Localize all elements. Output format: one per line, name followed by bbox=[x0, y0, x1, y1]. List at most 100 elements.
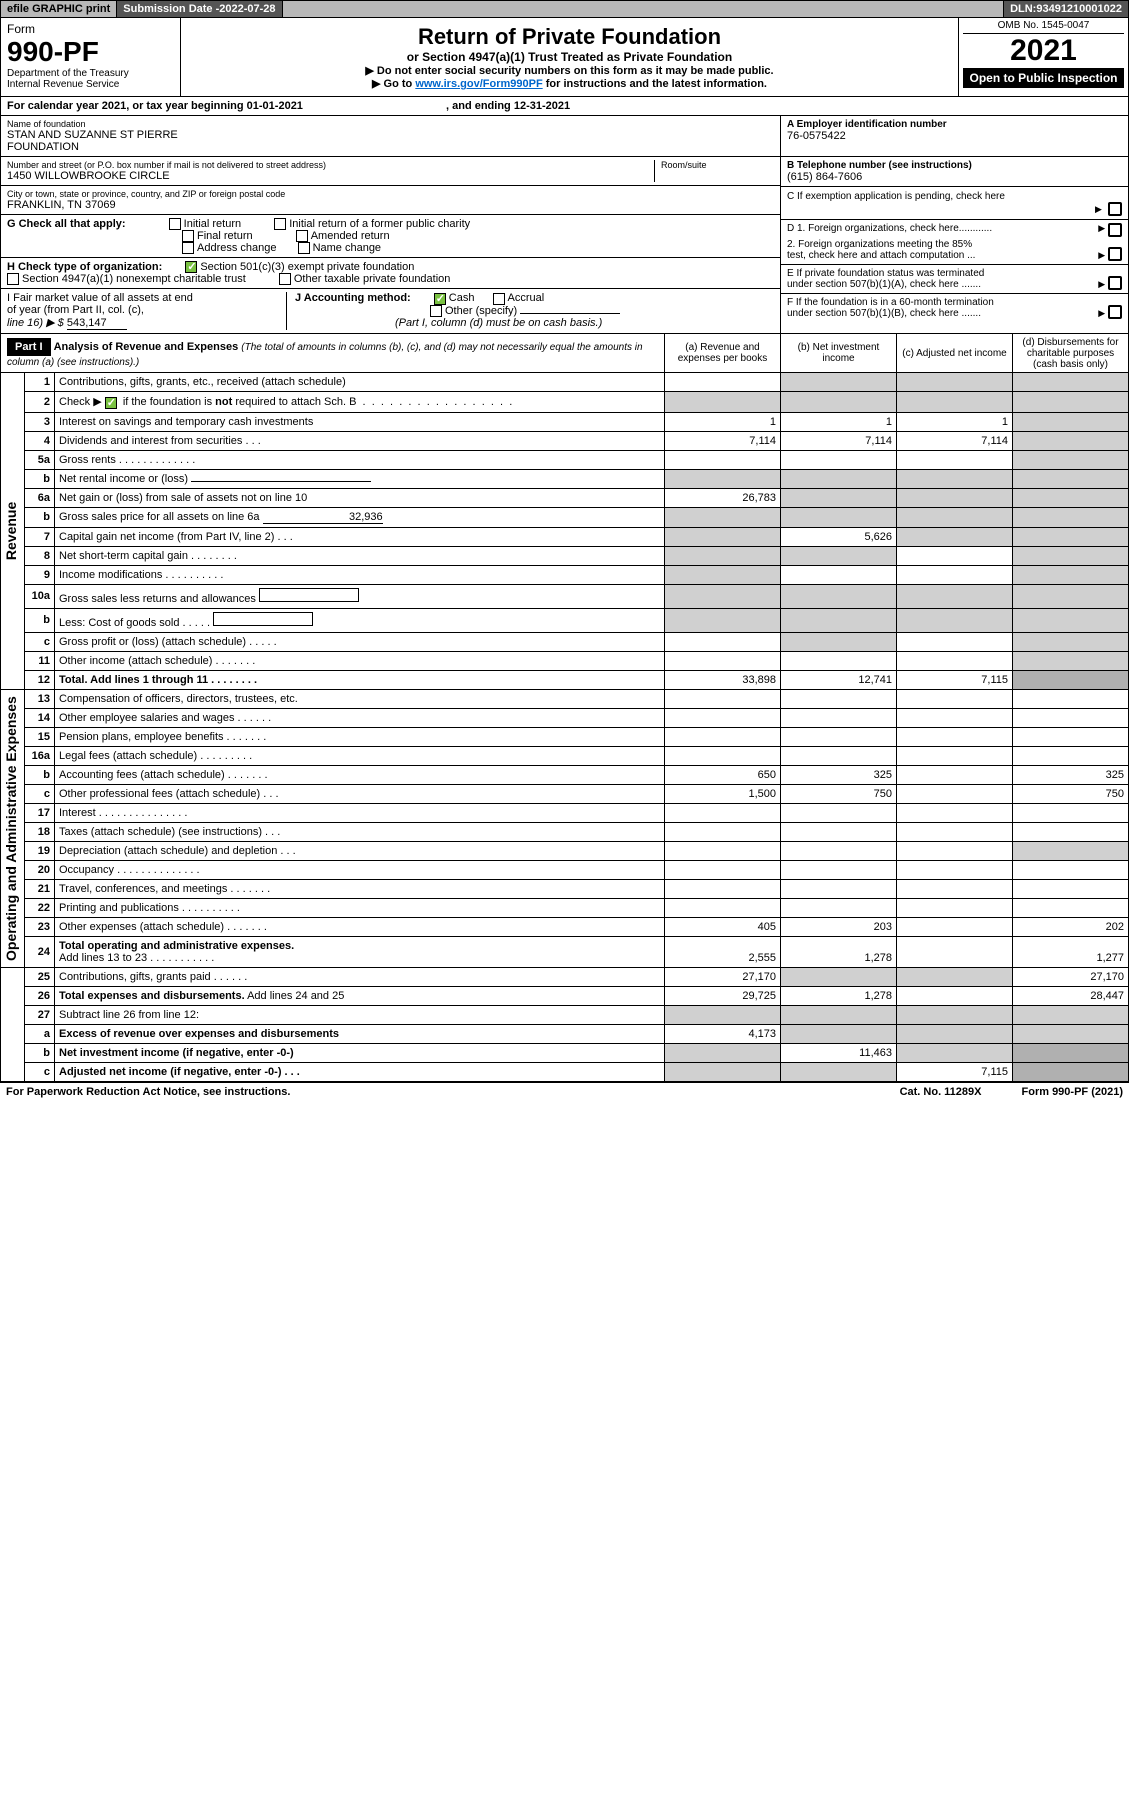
ln: 23 bbox=[25, 917, 55, 936]
table-row: 22Printing and publications . . . . . . … bbox=[1, 898, 1129, 917]
c-d bbox=[1013, 469, 1129, 488]
c-c bbox=[897, 898, 1013, 917]
c-d bbox=[1013, 565, 1129, 584]
form-subtitle: or Section 4947(a)(1) Trust Treated as P… bbox=[191, 50, 948, 64]
ln: 7 bbox=[25, 527, 55, 546]
yl-end: 12-31-2021 bbox=[514, 100, 570, 112]
side-revenue: Revenue bbox=[1, 373, 25, 689]
part1-header: Part I Analysis of Revenue and Expenses … bbox=[0, 334, 1129, 373]
ln: 3 bbox=[25, 412, 55, 431]
desc: Less: Cost of goods sold . . . . . bbox=[55, 608, 665, 632]
c-a bbox=[665, 527, 781, 546]
d1-checkbox[interactable] bbox=[1108, 223, 1122, 237]
c-d bbox=[1013, 1024, 1129, 1043]
ln: 25 bbox=[25, 967, 55, 986]
d2-arrow-icon bbox=[1098, 250, 1105, 261]
c-d bbox=[1013, 431, 1129, 450]
c-a bbox=[665, 546, 781, 565]
c-a bbox=[665, 469, 781, 488]
table-row: cAdjusted net income (if negative, enter… bbox=[1, 1062, 1129, 1081]
c-checkbox[interactable] bbox=[1108, 202, 1122, 216]
g-chk-final[interactable] bbox=[182, 230, 194, 242]
c-a bbox=[665, 584, 781, 608]
c-c bbox=[897, 986, 1013, 1005]
ein-block: A Employer identification number 76-0575… bbox=[781, 116, 1128, 156]
e-checkbox[interactable] bbox=[1108, 276, 1122, 290]
desc: Net gain or (loss) from sale of assets n… bbox=[55, 488, 665, 507]
table-row: 23Other expenses (attach schedule) . . .… bbox=[1, 917, 1129, 936]
ln: 15 bbox=[25, 727, 55, 746]
g-chk-amended[interactable] bbox=[296, 230, 308, 242]
r10a-box bbox=[259, 588, 359, 602]
table-row: bNet rental income or (loss) bbox=[1, 469, 1129, 488]
desc: Capital gain net income (from Part IV, l… bbox=[55, 527, 665, 546]
desc: Occupancy . . . . . . . . . . . . . . bbox=[55, 860, 665, 879]
h-chk-4947[interactable] bbox=[7, 273, 19, 285]
ln: b bbox=[25, 507, 55, 527]
c-a bbox=[665, 860, 781, 879]
c-b bbox=[781, 651, 897, 670]
c-c: 7,115 bbox=[897, 670, 1013, 689]
j-chk-cash[interactable] bbox=[434, 293, 446, 305]
c-a bbox=[665, 632, 781, 651]
table-row: cOther professional fees (attach schedul… bbox=[1, 784, 1129, 803]
c-b bbox=[781, 608, 897, 632]
footer: For Paperwork Reduction Act Notice, see … bbox=[0, 1082, 1129, 1101]
g-chk-name[interactable] bbox=[298, 242, 310, 254]
g-chk-address[interactable] bbox=[182, 242, 194, 254]
instr-link[interactable]: www.irs.gov/Form990PF bbox=[415, 78, 542, 90]
ln: 2 bbox=[25, 392, 55, 412]
col-c-head: (c) Adjusted net income bbox=[896, 334, 1012, 372]
c-d bbox=[1013, 860, 1129, 879]
name-label: Name of foundation bbox=[7, 119, 774, 129]
j-chk-accrual[interactable] bbox=[493, 293, 505, 305]
ln: 5a bbox=[25, 450, 55, 469]
table-row: 15Pension plans, employee benefits . . .… bbox=[1, 727, 1129, 746]
ln: 26 bbox=[25, 986, 55, 1005]
c-b: 750 bbox=[781, 784, 897, 803]
e1-text: E If private foundation status was termi… bbox=[787, 268, 984, 279]
f-block: F If the foundation is in a 60-month ter… bbox=[781, 294, 1128, 322]
desc: Net rental income or (loss) bbox=[55, 469, 665, 488]
side-expenses: Operating and Administrative Expenses bbox=[1, 689, 25, 967]
c-c bbox=[897, 392, 1013, 412]
calendar-year-row: For calendar year 2021, or tax year begi… bbox=[0, 97, 1129, 116]
ln: 13 bbox=[25, 689, 55, 708]
c-a bbox=[665, 708, 781, 727]
ln: b bbox=[25, 608, 55, 632]
c-c bbox=[897, 651, 1013, 670]
g-chk-initial-public[interactable] bbox=[274, 218, 286, 230]
i-l3: line 16) ▶ $ bbox=[7, 317, 64, 329]
f-checkbox[interactable] bbox=[1108, 305, 1122, 319]
h-chk-other-tax[interactable] bbox=[279, 273, 291, 285]
tel-label: B Telephone number (see instructions) bbox=[787, 160, 1122, 171]
city-row: City or town, state or province, country… bbox=[1, 186, 780, 215]
c-a bbox=[665, 608, 781, 632]
ln: c bbox=[25, 632, 55, 651]
r6b-text: Gross sales price for all assets on line… bbox=[59, 511, 260, 523]
r26-bold: Total expenses and disbursements. bbox=[59, 990, 245, 1002]
city-value: FRANKLIN, TN 37069 bbox=[7, 199, 285, 211]
c-a bbox=[665, 689, 781, 708]
c-b bbox=[781, 727, 897, 746]
table-row: 3Interest on savings and temporary cash … bbox=[1, 412, 1129, 431]
name-block: Name of foundation STAN AND SUZANNE ST P… bbox=[1, 116, 781, 156]
table-row: 6aNet gain or (loss) from sale of assets… bbox=[1, 488, 1129, 507]
c-b: 7,114 bbox=[781, 431, 897, 450]
c-a bbox=[665, 392, 781, 412]
info-grid: Number and street (or P.O. box number if… bbox=[0, 157, 1129, 334]
r2-checkbox[interactable] bbox=[105, 397, 117, 409]
c-c bbox=[897, 507, 1013, 527]
j-o1: Cash bbox=[449, 292, 475, 304]
ln: 20 bbox=[25, 860, 55, 879]
c-d bbox=[1013, 651, 1129, 670]
j-chk-other[interactable] bbox=[430, 305, 442, 317]
c-b bbox=[781, 469, 897, 488]
c-d bbox=[1013, 584, 1129, 608]
c-c bbox=[897, 450, 1013, 469]
g-chk-initial[interactable] bbox=[169, 218, 181, 230]
form-number: 990-PF bbox=[7, 36, 174, 68]
d2-checkbox[interactable] bbox=[1108, 247, 1122, 261]
h-chk-501c3[interactable] bbox=[185, 261, 197, 273]
ln: 18 bbox=[25, 822, 55, 841]
